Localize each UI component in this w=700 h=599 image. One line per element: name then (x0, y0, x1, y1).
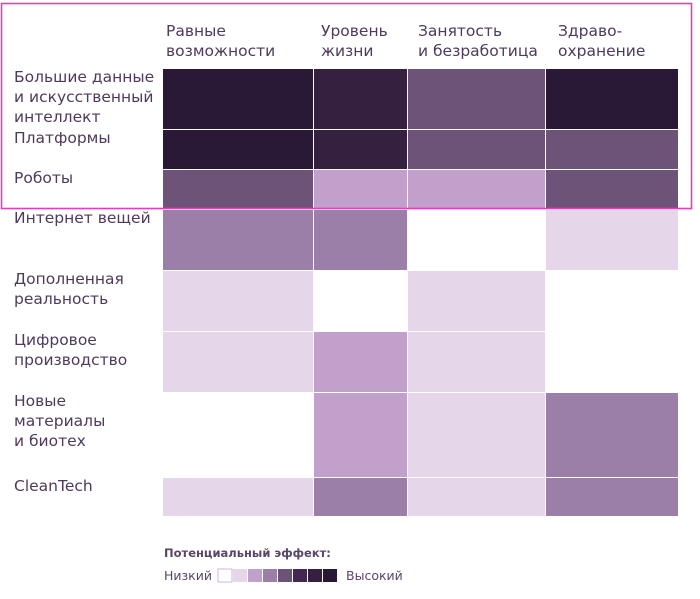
heatmap-cell (408, 210, 545, 270)
heatmap-cell (163, 69, 313, 129)
heatmap-cell (163, 130, 313, 169)
column-label: Занятость и безработица (418, 22, 538, 60)
legend-swatch (278, 569, 292, 582)
legend-swatch (263, 569, 277, 582)
heatmap-cell (546, 210, 678, 270)
column-label: Равные возможности (166, 22, 275, 60)
legend-swatches (217, 568, 337, 583)
heatmap-cell (314, 130, 407, 169)
heatmap-cell (314, 478, 407, 516)
heatmap-cell (546, 332, 678, 392)
legend-swatch (323, 569, 337, 582)
heatmap-cell (314, 69, 407, 129)
heatmap-cell (314, 210, 407, 270)
legend-low-label: Низкий (164, 568, 212, 583)
heatmap-cell (163, 271, 313, 331)
heatmap-cell (408, 332, 545, 392)
heatmap-cell (408, 69, 545, 129)
row-label: Платформы (14, 129, 111, 147)
heatmap-cell (163, 332, 313, 392)
row-label: Интернет вещей (14, 209, 151, 227)
column-label: Здраво-охранение (558, 22, 645, 60)
row-label: Новые материалы и биотех (14, 392, 105, 450)
legend-title: Потенциальный эффект: (164, 546, 331, 560)
legend-swatch (293, 569, 307, 582)
heatmap-cell (546, 130, 678, 169)
heatmap-cell (163, 210, 313, 270)
heatmap-cell (546, 478, 678, 516)
legend-swatch (217, 568, 233, 583)
heatmap-cell (163, 170, 313, 209)
heatmap-cell (314, 332, 407, 392)
legend-high-label: Высокий (346, 568, 403, 583)
heatmap-cell (314, 393, 407, 477)
highlight-frame (0, 2, 693, 210)
heatmap-cell (546, 271, 678, 331)
legend-swatch (308, 569, 322, 582)
row-label: Роботы (14, 169, 73, 187)
column-labels: Равные возможности Уровень жизни Занятость и … (166, 22, 645, 60)
heatmap-cell (163, 393, 313, 477)
column-label: Уровень жизни (321, 22, 388, 60)
legend-swatch (248, 569, 262, 582)
heatmap-cell (163, 478, 313, 516)
heatmap-cell (408, 170, 545, 209)
heatmap-cell (408, 130, 545, 169)
heatmap-cell (546, 393, 678, 477)
heatmap-cell (546, 69, 678, 129)
heatmap-cell (546, 170, 678, 209)
heatmap-cells (163, 69, 678, 516)
heatmap-cell (408, 271, 545, 331)
row-label: Цифровое производство (14, 331, 127, 369)
heatmap-cell (314, 170, 407, 209)
row-label: Большие данные и искусственный интеллект (14, 68, 154, 126)
heatmap-cell (408, 478, 545, 516)
heatmap-cell (314, 271, 407, 331)
heatmap-cell (408, 393, 545, 477)
row-label: CleanTech (14, 477, 93, 495)
row-labels: Большие данные и искусственный интеллект Пл… (14, 68, 154, 495)
legend-swatch (233, 569, 247, 582)
row-label: Дополненная реальность (14, 270, 124, 308)
legend: Потенциальный эффект: Низкий Высокий (164, 546, 403, 583)
